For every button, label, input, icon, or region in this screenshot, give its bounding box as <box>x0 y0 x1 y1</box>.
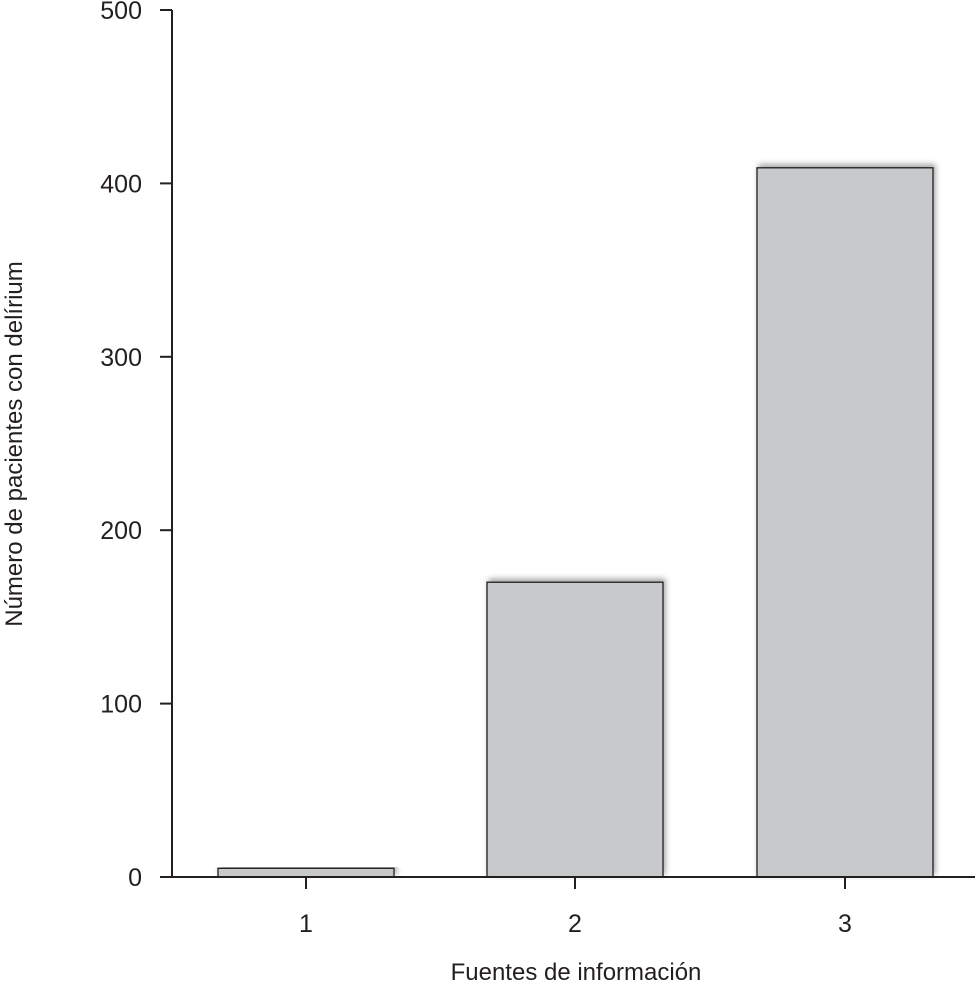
y-tick-label: 200 <box>100 517 142 545</box>
x-axis-title: Fuentes de información <box>451 959 702 983</box>
x-tick-label: 3 <box>838 910 852 938</box>
bar-1 <box>217 867 395 878</box>
y-tick-label: 500 <box>100 0 142 25</box>
bar-2 <box>486 581 664 878</box>
y-tick-label: 0 <box>128 864 142 892</box>
x-tick-label: 1 <box>299 910 313 938</box>
bars-group <box>217 167 934 878</box>
x-tick-label: 2 <box>568 910 582 938</box>
bar-3 <box>756 167 934 878</box>
y-tick-label: 300 <box>100 344 142 372</box>
y-tick-label: 400 <box>100 170 142 198</box>
x-axis-ticks: 1 2 3 <box>299 877 852 938</box>
y-axis-ticks: 0 100 200 300 400 500 <box>100 0 172 892</box>
y-axis-title: Número de pacientes con delírium <box>1 261 28 627</box>
y-tick-label: 100 <box>100 691 142 719</box>
